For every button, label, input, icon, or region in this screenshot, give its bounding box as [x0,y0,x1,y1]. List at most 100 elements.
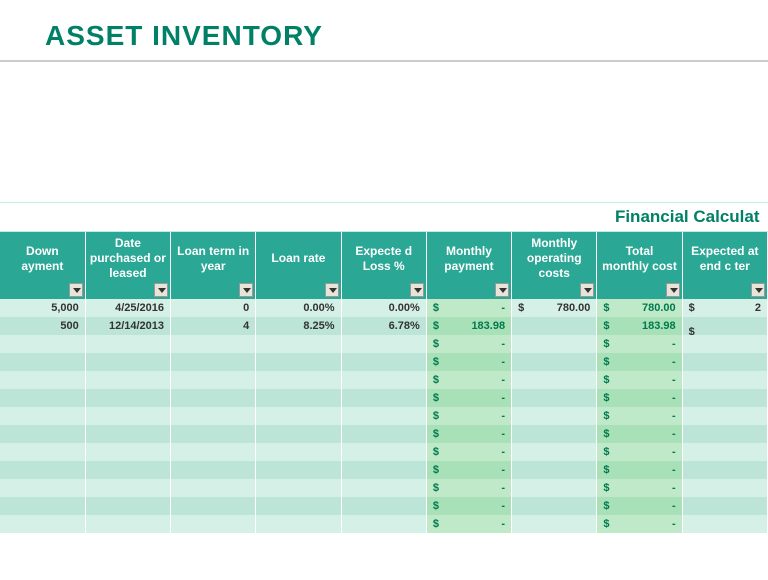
col-total-monthly[interactable]: Total monthly cost [597,232,682,300]
cell[interactable]: $183.98 [597,317,682,335]
cell[interactable]: $- [426,353,511,371]
col-operating-costs[interactable]: Monthly operating costs [512,232,597,300]
cell[interactable] [682,371,767,389]
cell[interactable] [0,497,85,515]
cell[interactable]: $183.98 [426,317,511,335]
cell[interactable] [256,479,341,497]
cell[interactable] [171,443,256,461]
cell[interactable] [512,389,597,407]
cell[interactable] [341,407,426,425]
cell[interactable] [512,497,597,515]
cell[interactable]: $780.00 [597,299,682,317]
table-row[interactable]: 5,0004/25/201600.00%0.00%$-$780.00$780.0… [0,299,768,317]
filter-icon[interactable] [580,283,594,297]
cell[interactable] [256,389,341,407]
cell[interactable] [256,425,341,443]
cell[interactable]: $780.00 [512,299,597,317]
cell[interactable]: 0.00% [256,299,341,317]
cell[interactable] [0,335,85,353]
cell[interactable] [341,479,426,497]
table-row[interactable]: $-$- [0,389,768,407]
cell[interactable] [171,425,256,443]
table-row[interactable]: 50012/14/201348.25%6.78%$183.98$183.98$ [0,317,768,335]
cell[interactable]: $- [597,407,682,425]
cell[interactable] [682,425,767,443]
cell[interactable] [256,515,341,533]
cell[interactable] [341,371,426,389]
cell[interactable]: $ [682,317,767,335]
table-row[interactable]: $- $- [0,371,768,389]
cell[interactable] [171,515,256,533]
col-monthly-payment[interactable]: Monthly payment [426,232,511,300]
table-row[interactable]: $- $- [0,353,768,371]
cell[interactable] [0,461,85,479]
cell[interactable]: $- [597,497,682,515]
cell[interactable] [512,371,597,389]
cell[interactable] [256,407,341,425]
cell[interactable]: $- [426,371,511,389]
cell[interactable] [512,515,597,533]
cell[interactable] [85,335,170,353]
cell[interactable]: $- [426,299,511,317]
filter-icon[interactable] [154,283,168,297]
cell[interactable]: $- [426,515,511,533]
cell[interactable] [171,479,256,497]
cell[interactable] [256,497,341,515]
cell[interactable] [0,443,85,461]
table-row[interactable]: $-$- [0,515,768,533]
cell[interactable] [682,389,767,407]
cell[interactable] [171,461,256,479]
cell[interactable] [85,479,170,497]
cell[interactable] [512,479,597,497]
filter-icon[interactable] [751,283,765,297]
cell[interactable]: $- [426,425,511,443]
cell[interactable]: $- [426,407,511,425]
cell[interactable] [341,461,426,479]
cell[interactable] [682,353,767,371]
cell[interactable] [512,317,597,335]
table-row[interactable]: $-$- [0,479,768,497]
cell[interactable]: $- [597,461,682,479]
cell[interactable] [171,353,256,371]
cell[interactable] [0,479,85,497]
cell[interactable] [512,353,597,371]
cell[interactable] [682,461,767,479]
cell[interactable]: $- [597,479,682,497]
cell[interactable]: $- [597,371,682,389]
filter-icon[interactable] [410,283,424,297]
cell[interactable]: $- [597,443,682,461]
col-down-payment[interactable]: Down ayment [0,232,85,300]
cell[interactable]: $- [426,335,511,353]
cell[interactable] [512,461,597,479]
cell[interactable]: $- [426,443,511,461]
cell[interactable] [682,479,767,497]
cell[interactable] [85,389,170,407]
cell[interactable] [171,389,256,407]
cell[interactable]: $- [597,425,682,443]
cell[interactable] [256,461,341,479]
cell[interactable]: 4/25/2016 [85,299,170,317]
cell[interactable] [0,515,85,533]
cell[interactable] [682,497,767,515]
cell[interactable] [171,497,256,515]
cell[interactable] [256,371,341,389]
cell[interactable]: 5,000 [0,299,85,317]
cell[interactable] [512,407,597,425]
cell[interactable] [341,389,426,407]
table-row[interactable]: $-$- [0,497,768,515]
cell[interactable]: 0.00% [341,299,426,317]
cell[interactable]: $- [597,353,682,371]
col-loan-rate[interactable]: Loan rate [256,232,341,300]
cell[interactable] [0,389,85,407]
cell[interactable] [512,443,597,461]
cell[interactable] [171,371,256,389]
cell[interactable] [341,515,426,533]
cell[interactable] [85,515,170,533]
filter-icon[interactable] [325,283,339,297]
col-expected-loss[interactable]: Expecte d Loss % [341,232,426,300]
cell[interactable] [682,407,767,425]
cell[interactable] [341,335,426,353]
cell[interactable] [682,335,767,353]
cell[interactable] [0,407,85,425]
cell[interactable] [682,443,767,461]
